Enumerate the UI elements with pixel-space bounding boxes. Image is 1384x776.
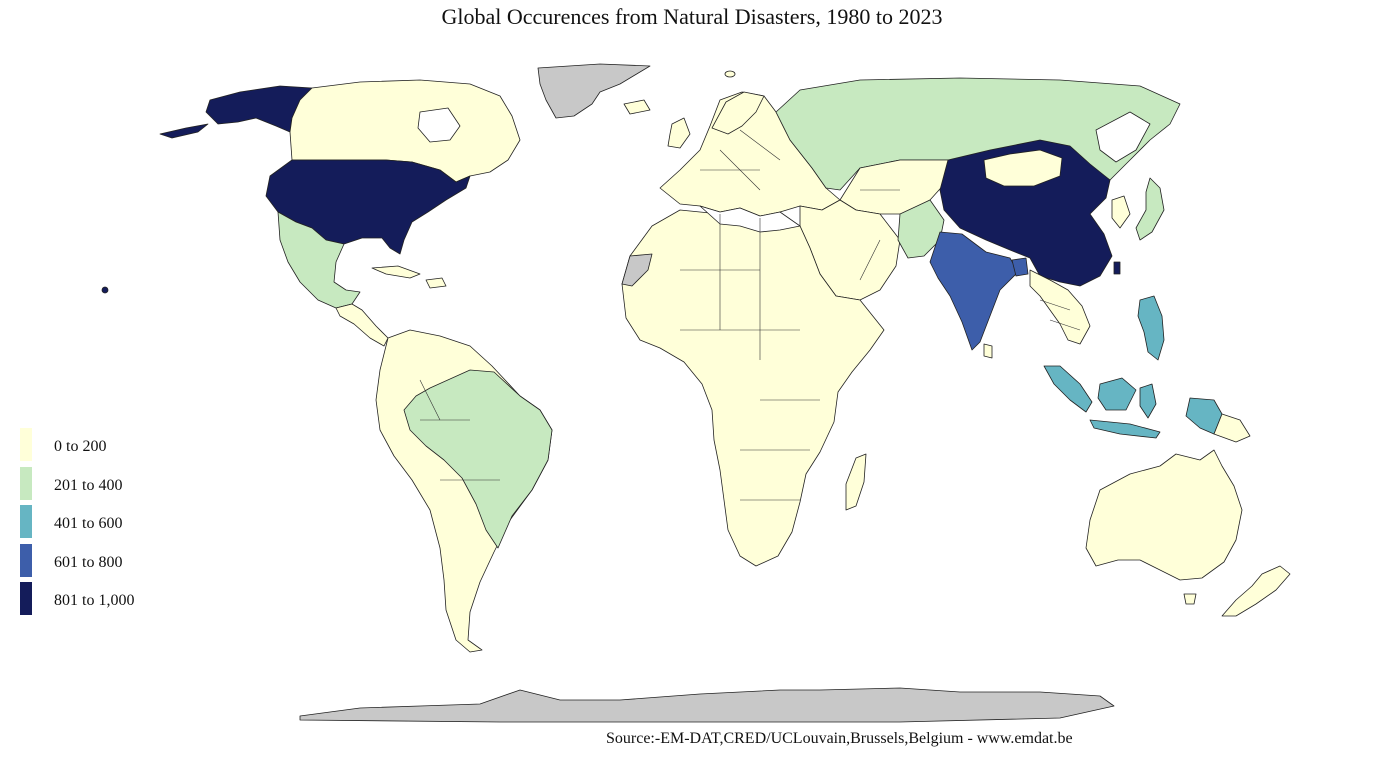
region-new-zealand [1221, 565, 1291, 617]
region-india [929, 231, 1019, 351]
region-greenland [537, 63, 651, 119]
region-central-america [335, 303, 389, 347]
legend-swatch [20, 582, 32, 615]
legend-swatch [20, 466, 32, 500]
legend-label: 201 to 400 [54, 476, 123, 494]
hudson-bay [417, 107, 461, 143]
map-title: Global Occurences from Natural Disasters… [441, 4, 943, 29]
region-uk [667, 117, 691, 149]
region-bangladesh [1011, 257, 1029, 277]
region-pakistan-afghanistan [897, 199, 945, 259]
region-indonesia-java [1089, 419, 1161, 439]
region-china [939, 139, 1113, 287]
region-australia [1085, 449, 1243, 581]
region-papua-new-guinea [1213, 413, 1251, 443]
region-mexico [277, 211, 361, 309]
region-western-sahara [621, 253, 653, 287]
region-philippines [1137, 295, 1165, 361]
region-sri-lanka [983, 343, 993, 359]
region-southeast-asia [1029, 269, 1091, 345]
region-indonesia-borneo [1097, 377, 1137, 411]
legend-swatch [20, 505, 32, 538]
region-korea [1111, 195, 1131, 229]
region-indonesia-sulawesi [1139, 383, 1157, 419]
okhotsk-sea [1095, 111, 1151, 163]
region-iceland [623, 99, 651, 115]
region-scandinavia [711, 91, 765, 135]
region-antarctica [299, 687, 1115, 723]
world-map [101, 63, 1291, 723]
region-tasmania [1183, 593, 1197, 605]
region-madagascar [845, 453, 867, 511]
region-indonesia-sumatra [1043, 365, 1093, 413]
region-alaska-islands [159, 123, 209, 139]
region-mongolia [983, 149, 1063, 187]
region-svalbard [724, 70, 736, 78]
region-cuba [371, 265, 421, 279]
region-japan [1135, 177, 1165, 241]
legend-label: 0 to 200 [54, 438, 107, 455]
legend-label: 401 to 600 [54, 515, 123, 532]
mediterranean-sea [699, 205, 801, 233]
region-brazil [403, 369, 553, 549]
region-taiwan [1113, 261, 1121, 275]
source-caption: Source:-EM-DAT,CRED/UCLouvain,Brussels,B… [606, 730, 1073, 747]
legend-swatch [20, 428, 32, 461]
region-hawaii [101, 286, 109, 294]
legend-label: 801 to 1,000 [54, 592, 135, 609]
region-hispaniola [425, 277, 447, 289]
legend-label: 601 to 800 [54, 553, 123, 571]
legend-swatch [20, 543, 32, 577]
